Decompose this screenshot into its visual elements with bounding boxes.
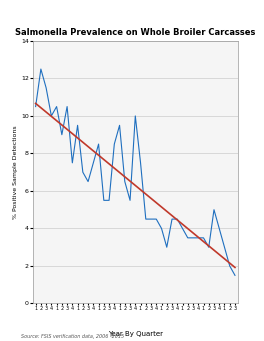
Title: Salmonella Prevalence on Whole Broiler Carcasses: Salmonella Prevalence on Whole Broiler C… [15, 28, 256, 38]
Y-axis label: % Positive Sample Detections: % Positive Sample Detections [13, 125, 18, 219]
X-axis label: Year By Quarter: Year By Quarter [108, 331, 163, 337]
Text: Source: FSIS verification data, 2006 -2015: Source: FSIS verification data, 2006 -20… [21, 333, 124, 339]
